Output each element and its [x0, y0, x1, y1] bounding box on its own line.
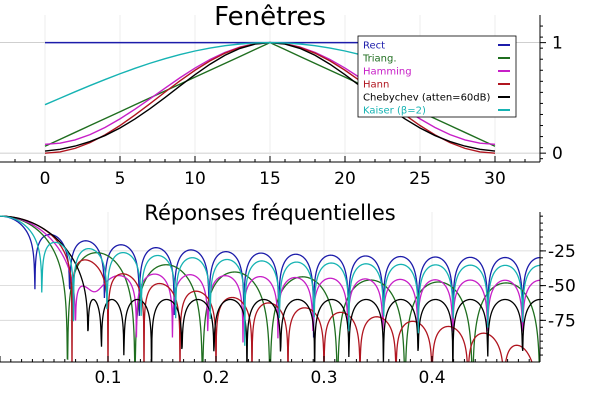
- response-lines: [0, 215, 540, 362]
- y-tick-label: 0: [552, 144, 563, 164]
- x-tick-label: 10: [184, 169, 206, 189]
- x-tick-label: 5: [115, 169, 126, 189]
- x-tick-label: 25: [409, 169, 431, 189]
- response-line-hann: [0, 215, 533, 362]
- response-line-hamming: [0, 215, 540, 343]
- y-tick-label: 1: [552, 34, 563, 54]
- y-tick-label: -75: [548, 311, 576, 331]
- legend-label-chebyshev: Chebychev (atten=60dB): [363, 93, 490, 104]
- response-line-triang: [0, 215, 540, 362]
- x-tick-label: 0.3: [310, 368, 337, 388]
- x-tick-label: 15: [259, 169, 281, 189]
- top-chart-title: Fenêtres: [214, 2, 326, 32]
- response-line-kaiser: [0, 215, 540, 346]
- x-tick-label: 0.1: [94, 368, 121, 388]
- legend-label-hamming: Hamming: [363, 67, 412, 78]
- y-tick-label: -50: [548, 277, 576, 297]
- legend-label-rect: Rect: [363, 41, 385, 52]
- x-tick-label: 0.2: [202, 368, 229, 388]
- legend-box: [357, 35, 517, 118]
- legend-label-hann: Hann: [363, 80, 389, 91]
- x-tick-label: 0: [40, 169, 51, 189]
- legend-label-kaiser: Kaiser (β=2): [363, 106, 426, 117]
- x-tick-label: 0.4: [418, 368, 445, 388]
- response-line-chebyshev: [0, 215, 540, 362]
- x-tick-label: 30: [484, 169, 506, 189]
- frequency-response-chart: Réponses fréquentielles 0.1 0.2 0.3 0.4 -25 -5…: [0, 201, 576, 388]
- windows-chart: 0 5 10 15 20 25 30 0 1 Fenêtres Rect Triang. Hamming…: [0, 2, 563, 189]
- legend-label-triang: Triang.: [362, 54, 397, 65]
- x-tick-label: 20: [334, 169, 356, 189]
- response-line-rect: [0, 215, 540, 338]
- bottom-chart-title: Réponses fréquentielles: [144, 201, 395, 225]
- y-tick-label: -25: [548, 242, 576, 262]
